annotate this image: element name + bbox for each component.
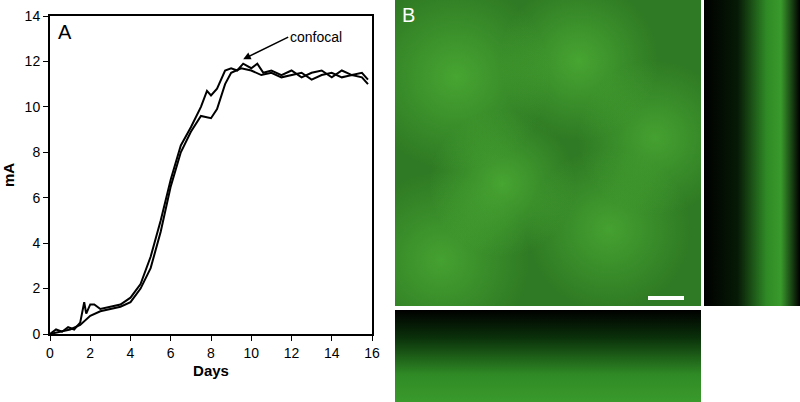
svg-text:10: 10 — [243, 345, 259, 361]
svg-text:4: 4 — [32, 235, 40, 251]
svg-text:A: A — [58, 21, 72, 43]
svg-text:14: 14 — [324, 345, 340, 361]
svg-text:2: 2 — [32, 280, 40, 296]
svg-text:4: 4 — [127, 345, 135, 361]
svg-text:10: 10 — [25, 99, 41, 115]
svg-text:Days: Days — [193, 362, 229, 379]
svg-text:12: 12 — [25, 53, 41, 69]
svg-text:12: 12 — [284, 345, 300, 361]
svg-text:2: 2 — [86, 345, 94, 361]
svg-text:mA: mA — [0, 163, 17, 187]
svg-text:6: 6 — [167, 345, 175, 361]
svg-text:0: 0 — [32, 326, 40, 342]
svg-text:16: 16 — [364, 345, 380, 361]
svg-text:6: 6 — [32, 190, 40, 206]
svg-text:0: 0 — [46, 345, 54, 361]
svg-text:8: 8 — [207, 345, 215, 361]
svg-text:confocal: confocal — [290, 29, 342, 45]
html-text:B: B — [402, 4, 416, 26]
svg-text:8: 8 — [32, 144, 40, 160]
svg-text:14: 14 — [25, 8, 41, 24]
